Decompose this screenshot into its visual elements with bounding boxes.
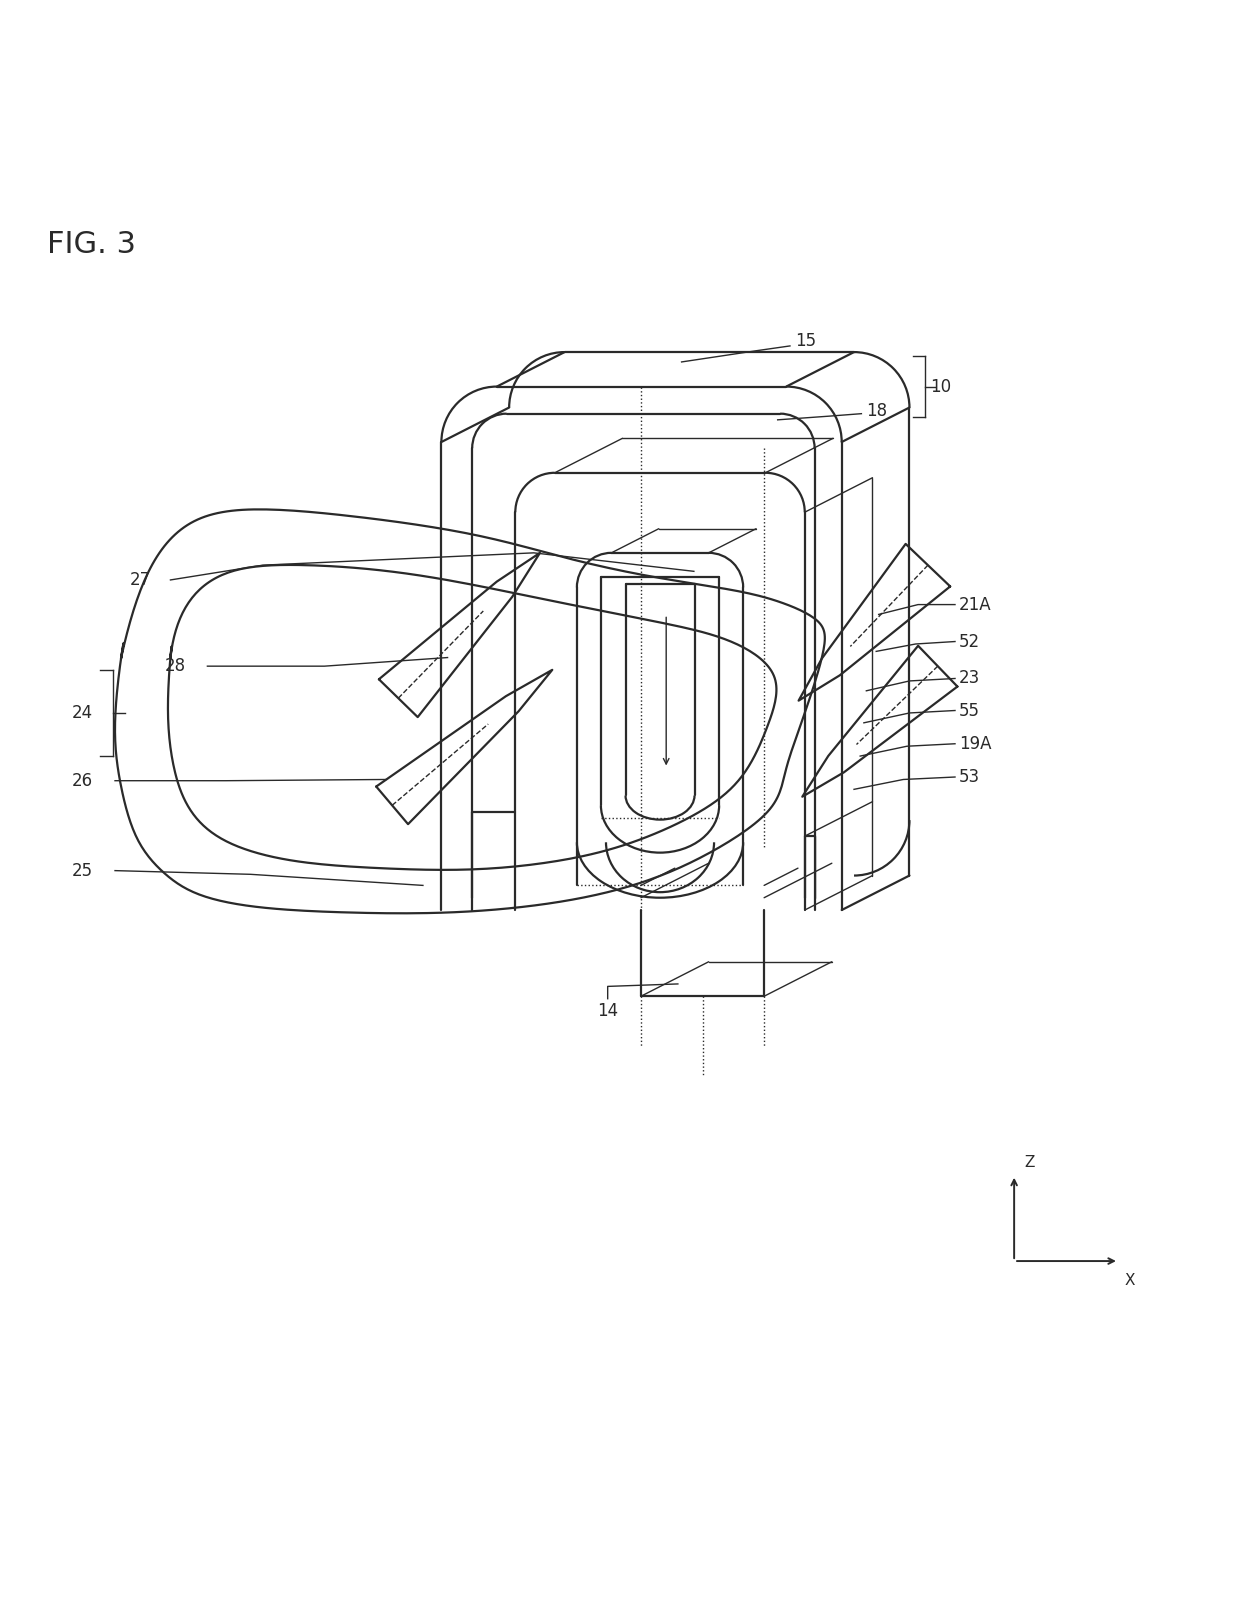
Text: 10: 10 — [930, 378, 951, 396]
Text: 25: 25 — [72, 862, 93, 880]
Text: 19A: 19A — [959, 735, 991, 753]
Text: 28: 28 — [164, 657, 186, 675]
Text: 52: 52 — [959, 633, 980, 651]
Text: 53: 53 — [959, 768, 980, 786]
Text: FIG. 3: FIG. 3 — [47, 230, 136, 260]
Text: 23: 23 — [959, 669, 980, 688]
Text: 26: 26 — [72, 771, 93, 790]
Text: X: X — [1125, 1274, 1136, 1289]
Text: 15: 15 — [795, 333, 816, 351]
Text: 21A: 21A — [959, 596, 991, 613]
Text: Z: Z — [1024, 1156, 1034, 1170]
Text: 14: 14 — [598, 1001, 619, 1019]
Text: 27: 27 — [130, 571, 151, 589]
Text: 24: 24 — [72, 704, 93, 722]
Text: 55: 55 — [959, 701, 980, 719]
Text: 18: 18 — [867, 403, 888, 420]
